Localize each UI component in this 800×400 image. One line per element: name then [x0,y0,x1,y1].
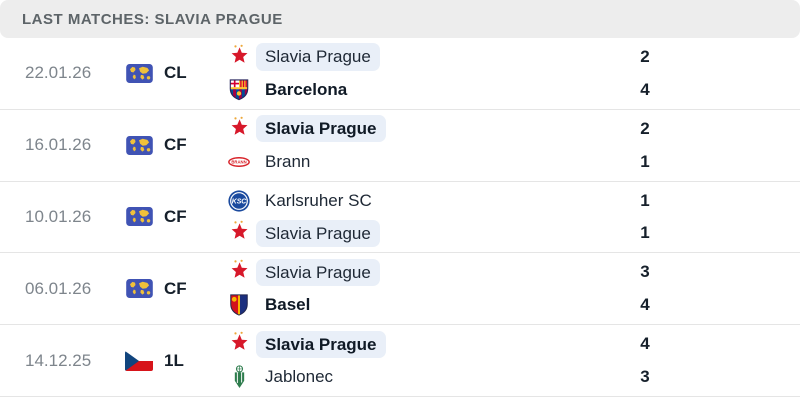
slavia-prague-logo [225,331,253,357]
match-row[interactable]: 22.01.26 CL Slavia Prague 2 Barcelona 4 [0,38,800,110]
team-line: Slavia Prague 2 [225,115,800,143]
team-score: 4 [640,79,650,99]
match-date: 14.12.25 [25,350,92,370]
team-score: 4 [640,334,650,354]
match-date: 06.01.26 [25,278,92,298]
competition: CF [125,279,225,299]
team-name: Jablonec [265,367,334,387]
world-map-icon [125,135,153,155]
svg-text:KSC: KSC [232,198,248,205]
competition-label: CF [164,278,187,298]
match-date: 16.01.26 [25,135,92,155]
competition-label: CL [164,63,187,83]
match-row[interactable]: 16.01.26 CF Slavia Prague 2 BRANN Brann … [0,109,800,182]
team-line: Basel 4 [225,291,800,318]
svg-text:BRANN: BRANN [231,159,246,164]
team-score: 3 [640,366,650,386]
competition-label: CF [164,135,187,155]
karlsruher-sc-logo: KSC [225,188,253,214]
basel-logo [225,292,253,318]
team-name: Basel [265,295,311,315]
czech-flag-icon [125,350,153,371]
match-row[interactable]: 10.01.26 CF KSC Karlsruher SC 1 Slavia P… [0,181,800,254]
competition: CF [125,135,225,155]
match-date: 10.01.26 [25,206,92,226]
teams: Slavia Prague 2 Barcelona 4 [225,38,800,109]
team-name: Slavia Prague [256,258,380,287]
teams: Slavia Prague 3 Basel 4 [225,253,800,324]
teams: Slavia Prague 4 Jablonec 3 [225,325,800,396]
barcelona-logo [225,77,253,103]
team-name: Slavia Prague [256,115,386,143]
team-name: Slavia Prague [256,330,386,358]
match-row[interactable]: 14.12.25 1L Slavia Prague 4 Jablonec 3 [0,325,800,397]
slavia-prague-logo [225,44,253,70]
team-score: 4 [640,295,650,315]
team-name: Slavia Prague [256,219,380,247]
team-score: 1 [640,151,650,171]
team-score: 2 [640,118,650,138]
team-line: Slavia Prague 2 [225,43,800,71]
teams: Slavia Prague 2 BRANN Brann 1 [225,110,800,181]
team-name: Brann [265,151,311,171]
team-line: KSC Karlsruher SC 1 [225,187,800,214]
competition-label: 1L [164,350,184,370]
match-row[interactable]: 06.01.26 CF Slavia Prague 3 Basel 4 [0,253,800,326]
team-line: Slavia Prague 3 [225,258,800,287]
teams: KSC Karlsruher SC 1 Slavia Prague 1 [225,182,800,253]
team-line: Slavia Prague 1 [225,219,800,247]
team-score: 1 [640,190,650,210]
team-line: Barcelona 4 [225,76,800,103]
team-score: 3 [640,262,650,282]
widget-header: LAST MATCHES: SLAVIA PRAGUE [0,0,800,38]
world-map-icon [125,207,153,227]
team-name: Karlsruher SC [265,191,372,211]
team-line: Jablonec 3 [225,363,800,390]
team-line: BRANN Brann 1 [225,148,800,175]
team-line: Slavia Prague 4 [225,330,800,358]
competition-label: CF [164,206,187,226]
competition: CL [125,63,225,83]
slavia-prague-logo [225,259,253,285]
matches-list: 22.01.26 CL Slavia Prague 2 Barcelona 4 … [0,38,800,397]
jablonec-logo [225,364,253,390]
world-map-icon [125,279,153,299]
world-map-icon [125,63,153,83]
team-score: 1 [640,223,650,243]
competition: 1L [125,350,225,371]
team-name: Barcelona [265,80,348,100]
slavia-prague-logo [225,116,253,142]
widget-title: LAST MATCHES: SLAVIA PRAGUE [22,10,283,28]
competition: CF [125,207,225,227]
team-name: Slavia Prague [256,43,380,71]
slavia-prague-logo [225,220,253,246]
match-date: 22.01.26 [25,63,92,83]
brann-logo: BRANN [225,149,253,175]
team-score: 2 [640,47,650,67]
